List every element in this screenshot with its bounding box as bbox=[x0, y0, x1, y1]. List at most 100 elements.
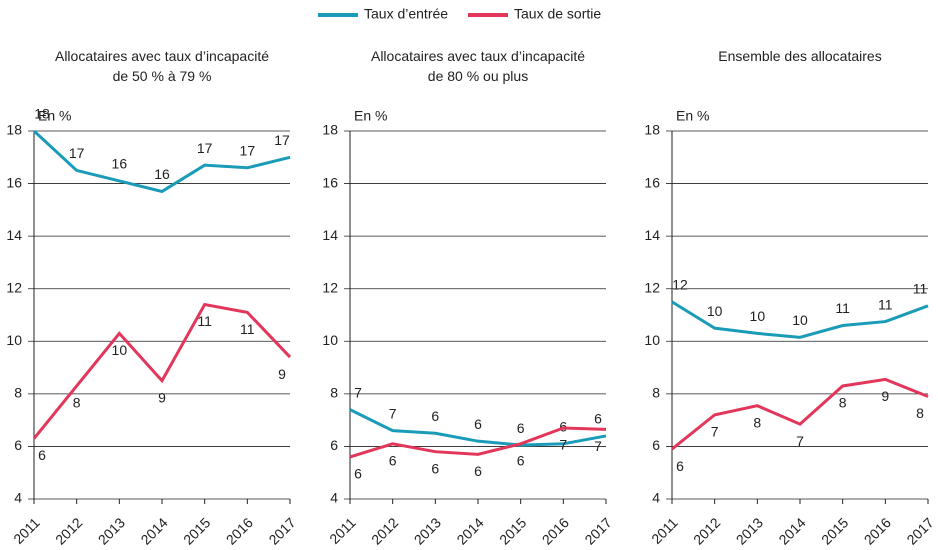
y-tick-label: 10 bbox=[322, 332, 338, 348]
data-label: 11 bbox=[913, 281, 928, 297]
chart-title: Ensemble des allocataires bbox=[718, 48, 882, 64]
y-tick-label: 16 bbox=[322, 174, 338, 190]
y-tick-label: 14 bbox=[644, 227, 660, 243]
y-tick-label: 12 bbox=[322, 279, 338, 295]
data-label: 8 bbox=[839, 395, 847, 411]
data-label: 9 bbox=[278, 366, 286, 382]
data-label: 10 bbox=[750, 308, 766, 324]
data-label: 9 bbox=[881, 388, 889, 404]
data-label: 7 bbox=[389, 405, 397, 421]
data-label: 7 bbox=[594, 438, 602, 454]
x-tick-label: 2015 bbox=[496, 514, 529, 547]
data-label: 7 bbox=[559, 437, 567, 453]
y-tick-label: 10 bbox=[644, 332, 660, 348]
data-label: 8 bbox=[916, 405, 924, 421]
y-tick-label: 12 bbox=[6, 279, 22, 295]
y-tick-label: 12 bbox=[644, 279, 660, 295]
line bbox=[32, 302, 292, 440]
y-tick-label: 4 bbox=[330, 490, 338, 506]
y-tick-label: 4 bbox=[14, 490, 22, 506]
data-label: 17 bbox=[274, 132, 290, 148]
x-tick-label: 2012 bbox=[690, 514, 723, 547]
line bbox=[349, 426, 607, 459]
legend-label: Taux d’entrée bbox=[364, 6, 448, 22]
data-label: 10 bbox=[112, 342, 128, 358]
y-tick-label: 6 bbox=[330, 437, 338, 453]
x-tick-label: 2011 bbox=[326, 514, 359, 547]
x-tick-label: 2012 bbox=[368, 514, 401, 547]
chart-title: Allocataires avec taux d’incapacité de 8… bbox=[370, 48, 585, 84]
data-label: 6 bbox=[431, 460, 439, 476]
legend-label: Taux de sortie bbox=[514, 6, 601, 22]
data-label: 6 bbox=[594, 411, 602, 427]
data-label: 6 bbox=[389, 453, 397, 469]
data-label: 6 bbox=[676, 458, 684, 474]
data-label: 8 bbox=[73, 395, 81, 411]
data-label: 10 bbox=[792, 312, 808, 328]
x-tick-label: 2011 bbox=[10, 514, 43, 547]
y-axis-label: En % bbox=[676, 108, 709, 124]
x-tick-label: 2014 bbox=[775, 514, 808, 547]
x-tick-label: 2016 bbox=[223, 514, 256, 547]
x-tick-label: 2013 bbox=[411, 514, 444, 547]
y-tick-label: 4 bbox=[652, 490, 660, 506]
data-label: 9 bbox=[158, 389, 166, 405]
y-tick-label: 14 bbox=[6, 227, 22, 243]
data-label: 17 bbox=[69, 145, 85, 161]
data-label: 11 bbox=[878, 296, 893, 312]
x-tick-label: 2013 bbox=[95, 514, 128, 547]
line bbox=[671, 377, 929, 451]
x-tick-label: 2014 bbox=[137, 514, 170, 547]
y-axis-label: En % bbox=[354, 108, 387, 124]
y-tick-label: 18 bbox=[6, 122, 22, 138]
y-tick-label: 10 bbox=[6, 332, 22, 348]
y-tick-label: 18 bbox=[322, 122, 338, 138]
data-label: 11 bbox=[835, 300, 850, 316]
data-label: 10 bbox=[707, 303, 723, 319]
data-label: 7 bbox=[711, 424, 719, 440]
data-label: 6 bbox=[474, 416, 482, 432]
data-label: 7 bbox=[354, 384, 362, 400]
x-tick-label: 2011 bbox=[648, 514, 681, 547]
y-tick-label: 8 bbox=[330, 385, 338, 401]
data-label: 17 bbox=[197, 140, 213, 156]
data-label: 6 bbox=[517, 420, 525, 436]
data-label: 16 bbox=[154, 166, 170, 182]
data-label: 16 bbox=[112, 156, 128, 172]
data-label: 6 bbox=[517, 453, 525, 469]
x-tick-label: 2016 bbox=[539, 514, 572, 547]
line bbox=[349, 408, 607, 447]
data-label: 6 bbox=[431, 408, 439, 424]
x-tick-label: 2015 bbox=[818, 514, 851, 547]
x-tick-label: 2014 bbox=[453, 514, 486, 547]
x-tick-label: 2012 bbox=[52, 514, 85, 547]
data-label: 11 bbox=[197, 313, 212, 329]
y-tick-label: 6 bbox=[14, 437, 22, 453]
y-tick-label: 16 bbox=[6, 174, 22, 190]
data-label: 8 bbox=[753, 414, 761, 430]
x-tick-label: 2017 bbox=[581, 514, 614, 547]
y-tick-label: 16 bbox=[644, 174, 660, 190]
chart-title: Allocataires avec taux d’incapacité de 5… bbox=[54, 48, 269, 84]
y-tick-label: 6 bbox=[652, 437, 660, 453]
data-label: 6 bbox=[354, 466, 362, 482]
data-label: 7 bbox=[796, 433, 804, 449]
data-label: 6 bbox=[474, 463, 482, 479]
y-axis-label: En % bbox=[38, 108, 71, 124]
data-label: 6 bbox=[38, 447, 46, 463]
x-tick-label: 2017 bbox=[903, 514, 936, 547]
x-tick-label: 2016 bbox=[861, 514, 894, 547]
y-tick-label: 8 bbox=[652, 385, 660, 401]
line bbox=[671, 300, 929, 339]
y-tick-label: 18 bbox=[644, 122, 660, 138]
x-tick-label: 2017 bbox=[265, 514, 298, 547]
data-label: 11 bbox=[240, 321, 255, 337]
data-label: 12 bbox=[672, 277, 688, 293]
y-tick-label: 14 bbox=[322, 227, 338, 243]
data-label: 17 bbox=[240, 143, 256, 159]
data-label: 6 bbox=[559, 419, 567, 435]
data-label: 18 bbox=[34, 106, 50, 122]
line bbox=[32, 129, 291, 194]
